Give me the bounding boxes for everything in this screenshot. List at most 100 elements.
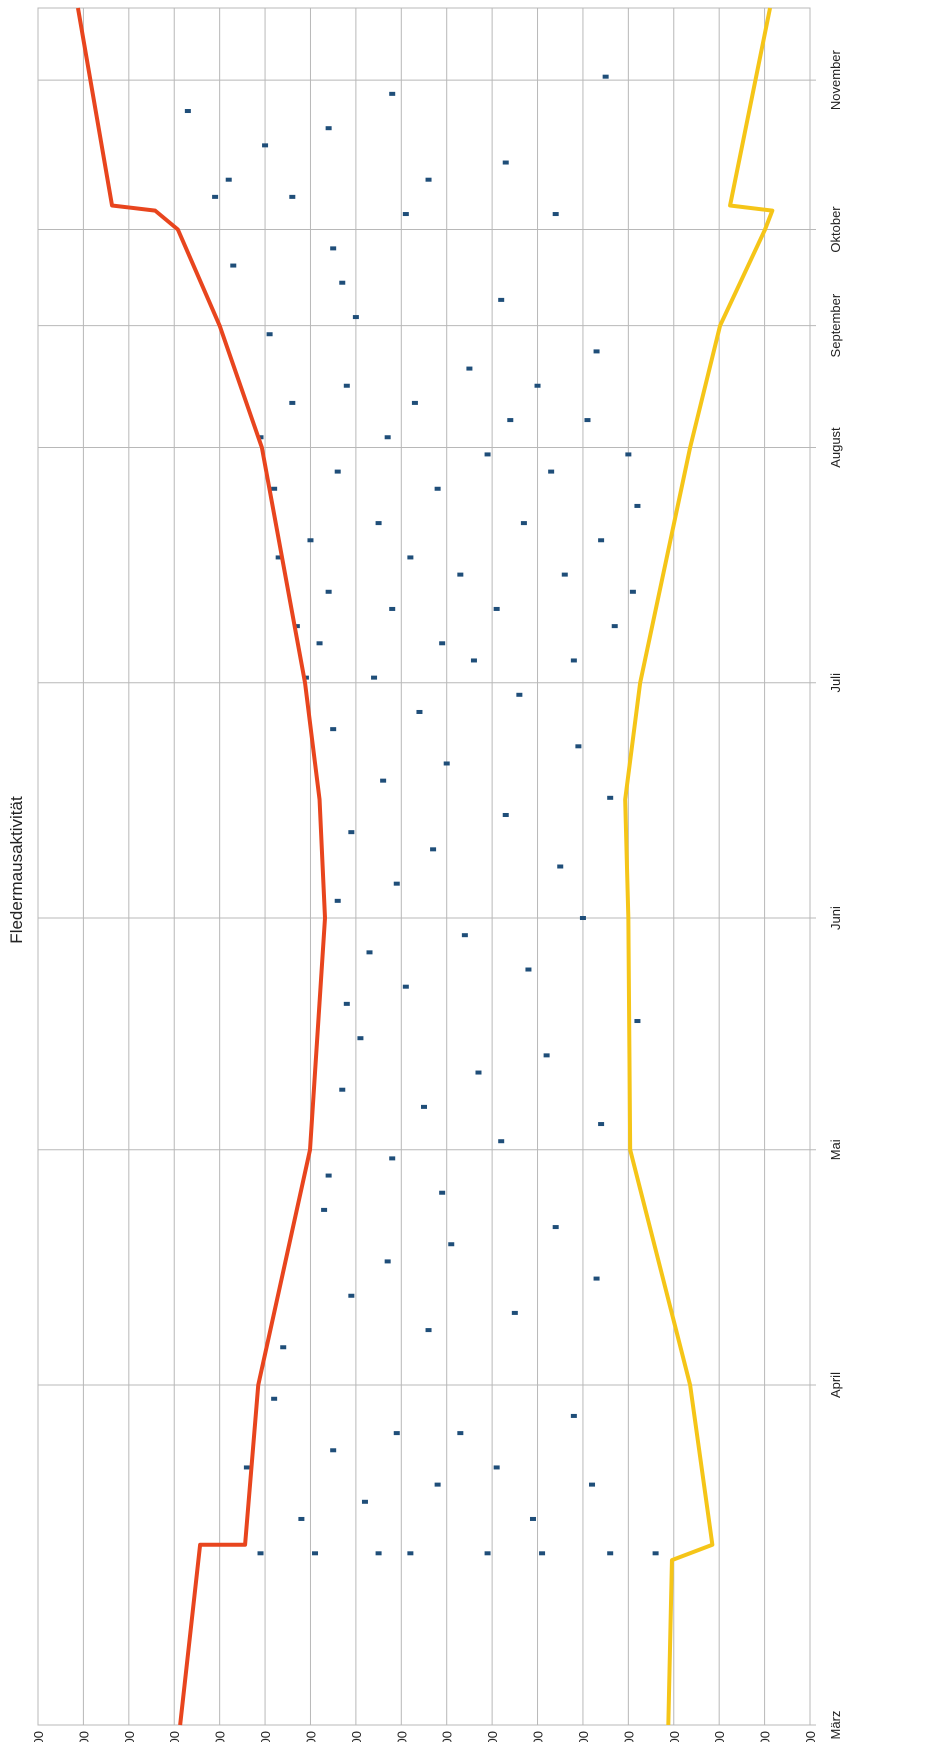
activity-point (402, 984, 409, 989)
activity-point (325, 589, 332, 594)
activity-point (316, 641, 323, 646)
y-tick-label: 05:00 (621, 1731, 636, 1742)
activity-point (607, 795, 614, 800)
activity-point (534, 383, 541, 388)
activity-point (280, 1345, 287, 1350)
y-tick-label: 06:00 (667, 1731, 682, 1742)
activity-point (343, 383, 350, 388)
activity-point (498, 297, 505, 302)
activity-point (407, 555, 414, 560)
activity-point (321, 1207, 328, 1212)
activity-point (312, 1551, 319, 1556)
activity-point (525, 967, 532, 972)
activity-point (593, 1276, 600, 1281)
activity-point (230, 263, 237, 268)
activity-point (384, 1259, 391, 1264)
y-tick-label: 02:00 (485, 1731, 500, 1742)
y-tick-label: 23:00 (349, 1731, 364, 1742)
activity-point (434, 486, 441, 491)
activity-point (502, 160, 509, 165)
activity-point (434, 1482, 441, 1487)
activity-point (361, 1499, 368, 1504)
activity-point (470, 658, 477, 663)
activity-point (548, 469, 555, 474)
y-tick-label: 19:00 (167, 1731, 182, 1742)
activity-point (439, 641, 446, 646)
y-tick-label: 22:00 (303, 1731, 318, 1742)
x-tick-label: September (828, 293, 843, 357)
activity-point (579, 916, 586, 921)
activity-point (593, 349, 600, 354)
activity-point (457, 572, 464, 577)
activity-point (330, 246, 337, 251)
activity-point (520, 521, 527, 526)
activity-point (602, 74, 609, 79)
activity-point (384, 435, 391, 440)
activity-point (502, 812, 509, 817)
activity-point (611, 624, 618, 629)
activity-point (457, 1431, 464, 1436)
activity-point (330, 727, 337, 732)
activity-point (225, 177, 232, 182)
activity-point (212, 194, 219, 199)
activity-point (380, 778, 387, 783)
activity-point (339, 280, 346, 285)
activity-point (357, 1036, 364, 1041)
activity-point (289, 194, 296, 199)
activity-point (375, 1551, 382, 1556)
x-tick-label: März (828, 1711, 843, 1740)
activity-point (402, 212, 409, 217)
x-tick-label: April (828, 1372, 843, 1398)
y-tick-label: 18:00 (122, 1731, 137, 1742)
chart-title: Fledermausaktivität (7, 796, 26, 944)
activity-point (629, 589, 636, 594)
x-tick-label: Mai (828, 1139, 843, 1160)
y-tick-label: 09:00 (803, 1731, 818, 1742)
activity-point (393, 881, 400, 886)
activity-point (348, 1293, 355, 1298)
activity-point (366, 950, 373, 955)
x-tick-label: Oktober (828, 206, 843, 253)
activity-point (393, 1431, 400, 1436)
activity-point (598, 538, 605, 543)
activity-point (293, 624, 300, 629)
activity-point (421, 1104, 427, 1109)
activity-point (652, 1551, 659, 1556)
x-tick-label: November (828, 49, 843, 110)
plot-frame (37, 7, 811, 1726)
activity-point (389, 606, 396, 611)
activity-point (625, 452, 632, 457)
activity-point (498, 1139, 505, 1144)
activity-point (634, 503, 641, 508)
x-tick-label: Juli (828, 673, 843, 693)
activity-point (243, 1465, 250, 1470)
activity-point (466, 366, 473, 371)
activity-point (352, 315, 359, 320)
activity-point (416, 709, 423, 714)
activity-point (266, 332, 273, 337)
activity-point (561, 572, 568, 577)
activity-point (430, 847, 437, 852)
activity-point (607, 1551, 614, 1556)
line (623, 7, 775, 1726)
activity-point (570, 1413, 577, 1418)
activity-point (334, 469, 341, 474)
activity-point (443, 761, 450, 766)
activity-point (348, 830, 355, 835)
activity-point (425, 1328, 432, 1333)
y-tick-label: 16:00 (31, 1731, 46, 1742)
activity-point (584, 418, 591, 423)
activity-point (275, 555, 282, 560)
y-tick-label: 07:00 (712, 1731, 727, 1742)
y-tick-label: 03:00 (531, 1731, 546, 1742)
activity-point (493, 606, 500, 611)
activity-point (570, 658, 577, 663)
activity-point (507, 418, 514, 423)
activity-point (262, 143, 269, 148)
y-tick-label: 08:00 (758, 1731, 773, 1742)
y-tick-label: 17:00 (76, 1731, 91, 1742)
activity-point (339, 1087, 346, 1092)
y-tick-label: 00:00 (394, 1731, 409, 1742)
